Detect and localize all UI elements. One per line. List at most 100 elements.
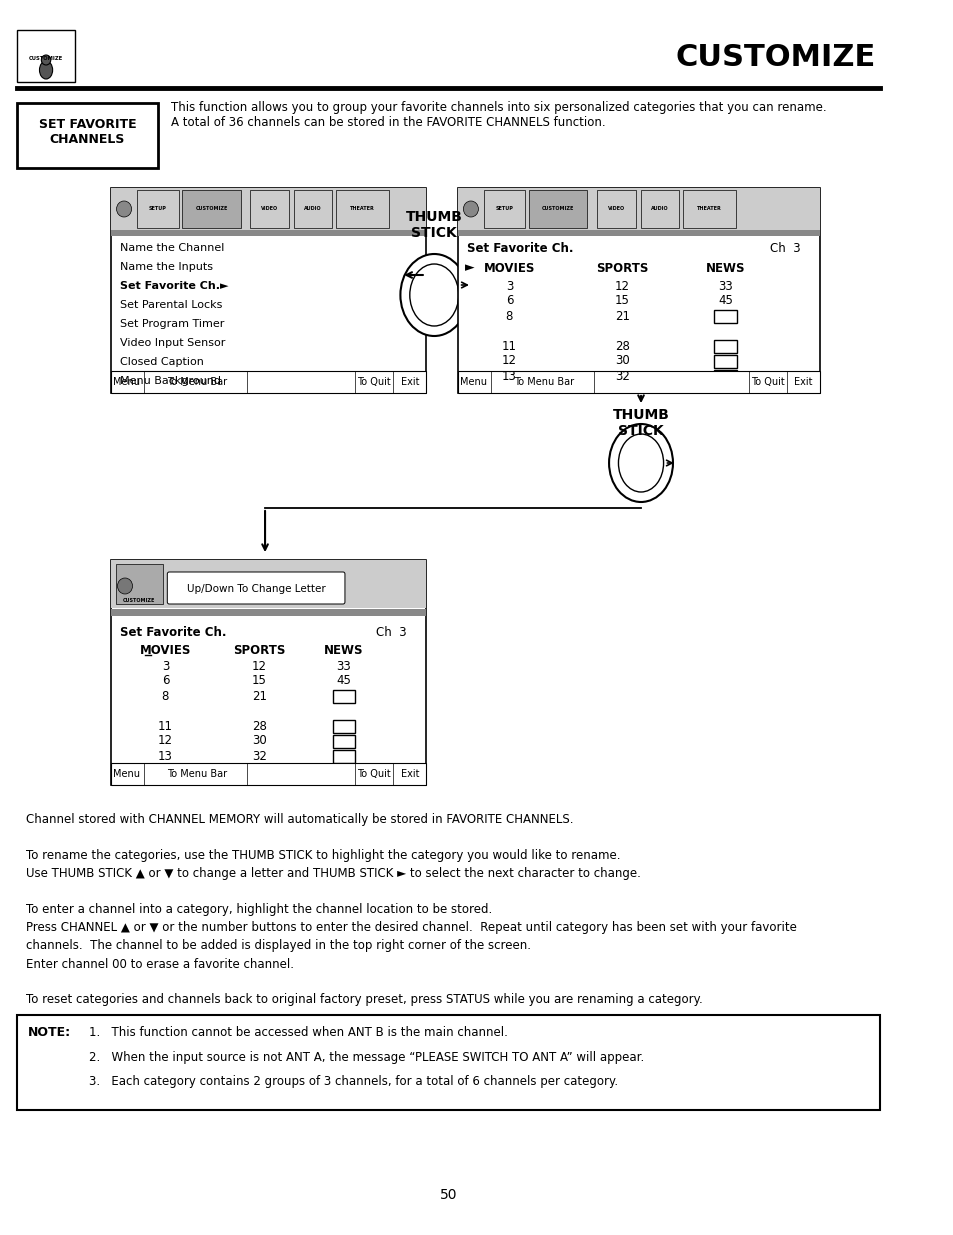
Circle shape [463,201,477,217]
Text: Exit: Exit [794,377,812,387]
Bar [17,1015,879,1110]
Bar [457,370,819,393]
Bar [457,230,819,236]
Bar [111,559,425,608]
Text: SET FAVORITE
CHANNELS: SET FAVORITE CHANNELS [38,119,136,146]
Text: 30: 30 [252,735,267,747]
Ellipse shape [608,424,672,501]
Text: To Quit: To Quit [356,769,391,779]
Bar [457,188,819,230]
Text: 12: 12 [501,354,517,368]
Ellipse shape [618,433,663,492]
Text: Menu: Menu [113,769,140,779]
Text: NEWS: NEWS [324,643,363,657]
Text: Set Favorite Ch.: Set Favorite Ch. [467,242,573,254]
Text: To Quit: To Quit [750,377,784,387]
Text: CUSTOMIZE: CUSTOMIZE [541,206,574,211]
Text: 12: 12 [252,659,267,673]
Text: channels.  The channel to be added is displayed in the top right corner of the s: channels. The channel to be added is dis… [27,940,531,952]
Text: Use THUMB STICK ▲ or ▼ to change a letter and THUMB STICK ► to select the next c: Use THUMB STICK ▲ or ▼ to change a lette… [27,867,640,881]
Text: To Menu Bar: To Menu Bar [167,769,227,779]
Bar [111,370,425,393]
Text: 28: 28 [252,720,267,732]
Bar [336,190,389,228]
Bar [640,190,678,228]
Text: 32: 32 [614,369,629,383]
Bar [17,30,75,82]
Bar [714,310,736,324]
Text: Set Parental Locks: Set Parental Locks [120,300,222,310]
Text: 13: 13 [501,369,517,383]
Text: 45: 45 [718,294,732,308]
Circle shape [41,56,51,65]
Text: 28: 28 [614,340,629,352]
Bar [250,190,289,228]
Text: CUSTOMIZE: CUSTOMIZE [29,56,63,61]
Text: 33: 33 [336,659,351,673]
Text: 33: 33 [718,279,732,293]
FancyBboxPatch shape [167,572,345,604]
Bar [682,190,735,228]
Text: Set Favorite Ch.: Set Favorite Ch. [120,625,227,638]
Text: 12: 12 [158,735,172,747]
Text: Name the Inputs: Name the Inputs [120,262,213,272]
Text: To rename the categories, use the THUMB STICK to highlight the category you woul: To rename the categories, use the THUMB … [27,850,620,862]
Text: 6: 6 [161,674,169,688]
Text: To Quit: To Quit [356,377,391,387]
Text: CUSTOMIZE: CUSTOMIZE [675,43,875,73]
Text: 8: 8 [505,310,513,322]
Text: Name the Channel: Name the Channel [120,243,225,253]
Text: VIDEO: VIDEO [261,206,278,211]
Text: AUDIO: AUDIO [304,206,321,211]
Bar [333,735,355,748]
Text: VIDEO: VIDEO [607,206,624,211]
Text: NEWS: NEWS [705,262,744,274]
Text: THUMB
STICK: THUMB STICK [405,210,462,240]
Bar [111,230,425,236]
Text: 15: 15 [614,294,629,308]
Circle shape [117,578,132,594]
Text: THEATER: THEATER [350,206,375,211]
Text: Menu Background: Menu Background [120,375,221,387]
Ellipse shape [410,264,458,326]
Bar [597,190,636,228]
Bar [714,340,736,353]
Text: 6: 6 [505,294,513,308]
Text: Exit: Exit [400,769,418,779]
Text: 3: 3 [162,659,169,673]
Text: ►: ► [465,262,475,274]
Text: 11: 11 [158,720,172,732]
Text: 30: 30 [614,354,629,368]
Text: 3: 3 [505,279,513,293]
Text: Set Program Timer: Set Program Timer [120,319,225,329]
Text: This function allows you to group your favorite channels into six personalized c: This function allows you to group your f… [171,101,826,128]
Ellipse shape [400,254,468,336]
Text: SPORTS: SPORTS [233,643,285,657]
Text: Up/Down To Change Letter: Up/Down To Change Letter [187,584,326,594]
Bar [333,720,355,734]
Bar [111,559,425,785]
Bar [483,190,525,228]
Text: To reset categories and channels back to original factory preset, press STATUS w: To reset categories and channels back to… [27,993,702,1007]
Bar [111,609,425,616]
Text: 11: 11 [501,340,517,352]
Bar [333,690,355,703]
Text: 21: 21 [252,689,267,703]
Text: MOVIES: MOVIES [139,643,191,657]
Bar [714,370,736,383]
Text: Menu: Menu [459,377,487,387]
Text: Closed Caption: Closed Caption [120,357,204,367]
Text: 45: 45 [336,674,351,688]
Bar [111,188,425,393]
Bar [115,564,162,604]
Text: To Menu Bar: To Menu Bar [514,377,574,387]
Text: SETUP: SETUP [496,206,513,211]
Bar [714,354,736,368]
Text: AUDIO: AUDIO [650,206,668,211]
Bar [137,190,178,228]
Text: NOTE:: NOTE: [29,1026,71,1040]
Text: Enter channel 00 to erase a favorite channel.: Enter channel 00 to erase a favorite cha… [27,957,294,971]
Text: 1.   This function cannot be accessed when ANT B is the main channel.: 1. This function cannot be accessed when… [90,1026,508,1040]
Text: 50: 50 [439,1188,456,1202]
Text: Video Input Sensor: Video Input Sensor [120,338,226,348]
